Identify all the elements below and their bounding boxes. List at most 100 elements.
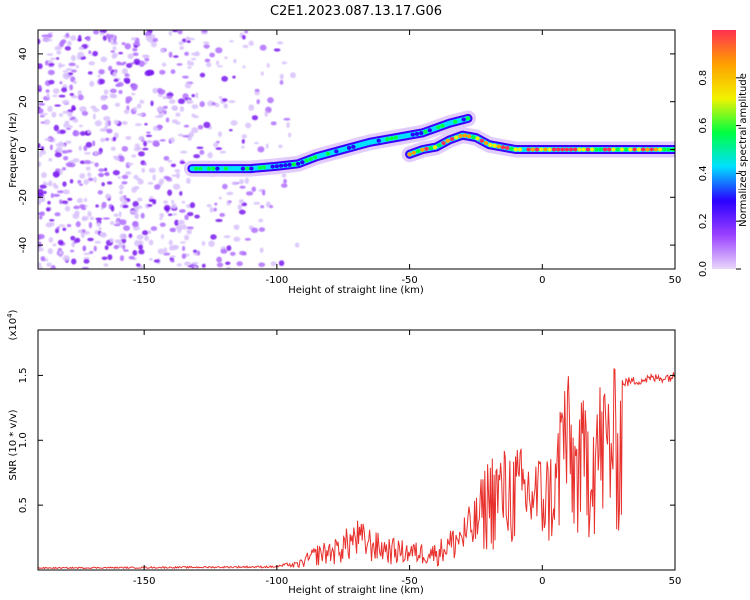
spectrogram-noise-blob	[39, 184, 47, 189]
spectrogram-noise-blob	[87, 177, 94, 182]
spectrogram-noise-blob	[289, 72, 297, 79]
spectrogram-noise-blob	[38, 38, 41, 45]
spectrogram-noise-blob	[45, 60, 49, 66]
spectrogram-noise-blob	[172, 30, 178, 33]
spectrogram-noise-blob	[127, 53, 134, 60]
spectrogram-noise-blob	[62, 143, 66, 148]
spectrogram-noise-blob	[124, 79, 131, 84]
spectrogram-noise-blob	[54, 212, 61, 217]
spectrogram-noise-blob	[194, 51, 200, 57]
spectrogram-noise-blob	[189, 202, 196, 209]
spectrogram-noise-blob	[183, 234, 190, 241]
spectrogram-noise-blob	[147, 204, 153, 207]
spectrogram-noise-blob	[226, 266, 231, 269]
spectrogram-noise-blob	[48, 79, 55, 85]
spectrogram-track-cell	[270, 164, 275, 169]
spectrogram-noise-blob	[38, 143, 41, 149]
spectrogram-noise-blob	[199, 101, 205, 108]
spectrogram-track-cell	[420, 147, 425, 152]
spectrogram-track-cell	[266, 164, 271, 169]
spectrogram-noise-blob	[218, 196, 222, 200]
spectrogram-noise-blob	[228, 100, 236, 103]
snr-y-axis-label: SNR (10 * v/v)	[8, 409, 19, 480]
spectrogram-noise-blob	[70, 235, 76, 241]
spectrogram-track-cell	[539, 147, 544, 152]
spectrogram-noise-blob	[61, 150, 69, 154]
spectrogram-noise-blob	[48, 237, 54, 243]
spectrogram-noise-blob	[47, 69, 55, 76]
spectrogram-noise-blob	[191, 104, 199, 110]
colorbar-tick-label: 0.4	[698, 165, 709, 181]
spectrogram-noise-blob	[148, 239, 154, 246]
spectrogram-noise-blob	[179, 45, 184, 50]
snr-y-tick-label: 1.0	[18, 432, 29, 448]
spectrogram-noise-blob	[168, 239, 173, 246]
spectrogram-noise-blob	[99, 232, 107, 238]
spectrogram-noise-blob	[118, 240, 123, 247]
spectrogram-noise-blob	[77, 38, 82, 42]
spectrogram-noise-blob	[182, 134, 190, 138]
spectrogram-noise-blob	[221, 75, 228, 82]
spectrogram-track-cell	[411, 150, 417, 155]
spectrogram-noise-blob	[232, 75, 236, 79]
spectrogram-track-cell	[513, 147, 518, 152]
spectrogram-noise-blob	[122, 244, 126, 250]
spectrogram-track-cell	[342, 147, 348, 152]
spectrogram-noise-blob	[104, 193, 112, 200]
spectrogram-noise-blob	[104, 121, 109, 128]
spectrogram-noise-blob	[48, 157, 53, 162]
spectrogram-noise-blob	[137, 197, 143, 202]
spectrogram-track-cell	[573, 147, 578, 152]
spectrogram-track-cell	[414, 131, 420, 136]
snr-axes: -150 -100 -50 0 50 0.5 1.0 1.5	[18, 330, 681, 587]
spectrogram-noise-blob	[294, 242, 300, 248]
spectrogram-noise-blob	[140, 212, 145, 219]
spectrogram-noise-blob	[94, 240, 102, 244]
spectrogram-noise-blob	[119, 190, 123, 195]
spectrogram-noise-blob	[123, 61, 127, 65]
spectrogram-noise-blob	[186, 212, 194, 217]
spectrogram-noise-blob	[270, 261, 277, 267]
spectrogram-x-axis-label: Height of straight line (km)	[288, 285, 424, 296]
spectrogram-noise-blob	[150, 41, 157, 48]
spectrogram-track-cell	[432, 145, 438, 150]
spectrogram-noise-blob	[110, 39, 115, 45]
spectrogram-noise-blob	[94, 150, 98, 156]
spectrogram-noise-blob	[74, 210, 80, 216]
spectrogram-noise-blob	[171, 119, 179, 124]
spectrogram-noise-blob	[52, 182, 57, 188]
spectrogram-noise-blob	[226, 245, 232, 251]
spectrogram-track-cell	[210, 166, 216, 171]
spectrogram-noise-blob	[163, 109, 167, 115]
spectrogram-track-cell	[615, 147, 620, 152]
snr-y-tick-label: 1.5	[18, 367, 29, 383]
spectrogram-noise-blob	[44, 182, 52, 186]
spectrogram-track-cell	[334, 149, 339, 154]
spectrogram-noise-blob	[242, 44, 249, 49]
spectrogram-noise-blob	[156, 124, 164, 129]
spectrogram-noise-blob	[172, 183, 181, 190]
spectrogram-track-cell	[623, 147, 629, 152]
spectrogram-noise-blob	[128, 233, 133, 239]
spectrogram-noise-blob	[54, 45, 62, 51]
spectrogram-track-cell	[488, 142, 493, 147]
spectrogram-track-cell	[389, 136, 394, 141]
spectrogram-track-cell	[428, 146, 434, 151]
spectrogram-noise-blob	[147, 181, 154, 185]
spectrogram-noise-blob	[163, 155, 170, 161]
spectrogram-y-axis-label: Frequency (Hz)	[8, 112, 19, 188]
spectrogram-noise-blob	[152, 87, 159, 94]
spectrogram-noise-blob	[170, 259, 175, 263]
spectrogram-track-cell	[437, 143, 442, 148]
spectrogram-noise-blob	[245, 191, 254, 196]
spectrogram-noise-blob	[176, 263, 182, 267]
spectrogram-noise-blob	[126, 63, 133, 68]
spectrogram-noise-blob	[193, 154, 201, 159]
spectrogram-track-cell	[278, 163, 284, 168]
spectrogram-noise-blob	[104, 245, 109, 251]
spectrogram-noise-blob	[83, 259, 90, 264]
spectrogram-noise-blob	[56, 226, 60, 230]
colorbar-tick-label: 0.6	[698, 118, 709, 134]
spectrogram-track-cell	[649, 147, 654, 152]
spectrogram-noise-blob	[177, 219, 185, 225]
